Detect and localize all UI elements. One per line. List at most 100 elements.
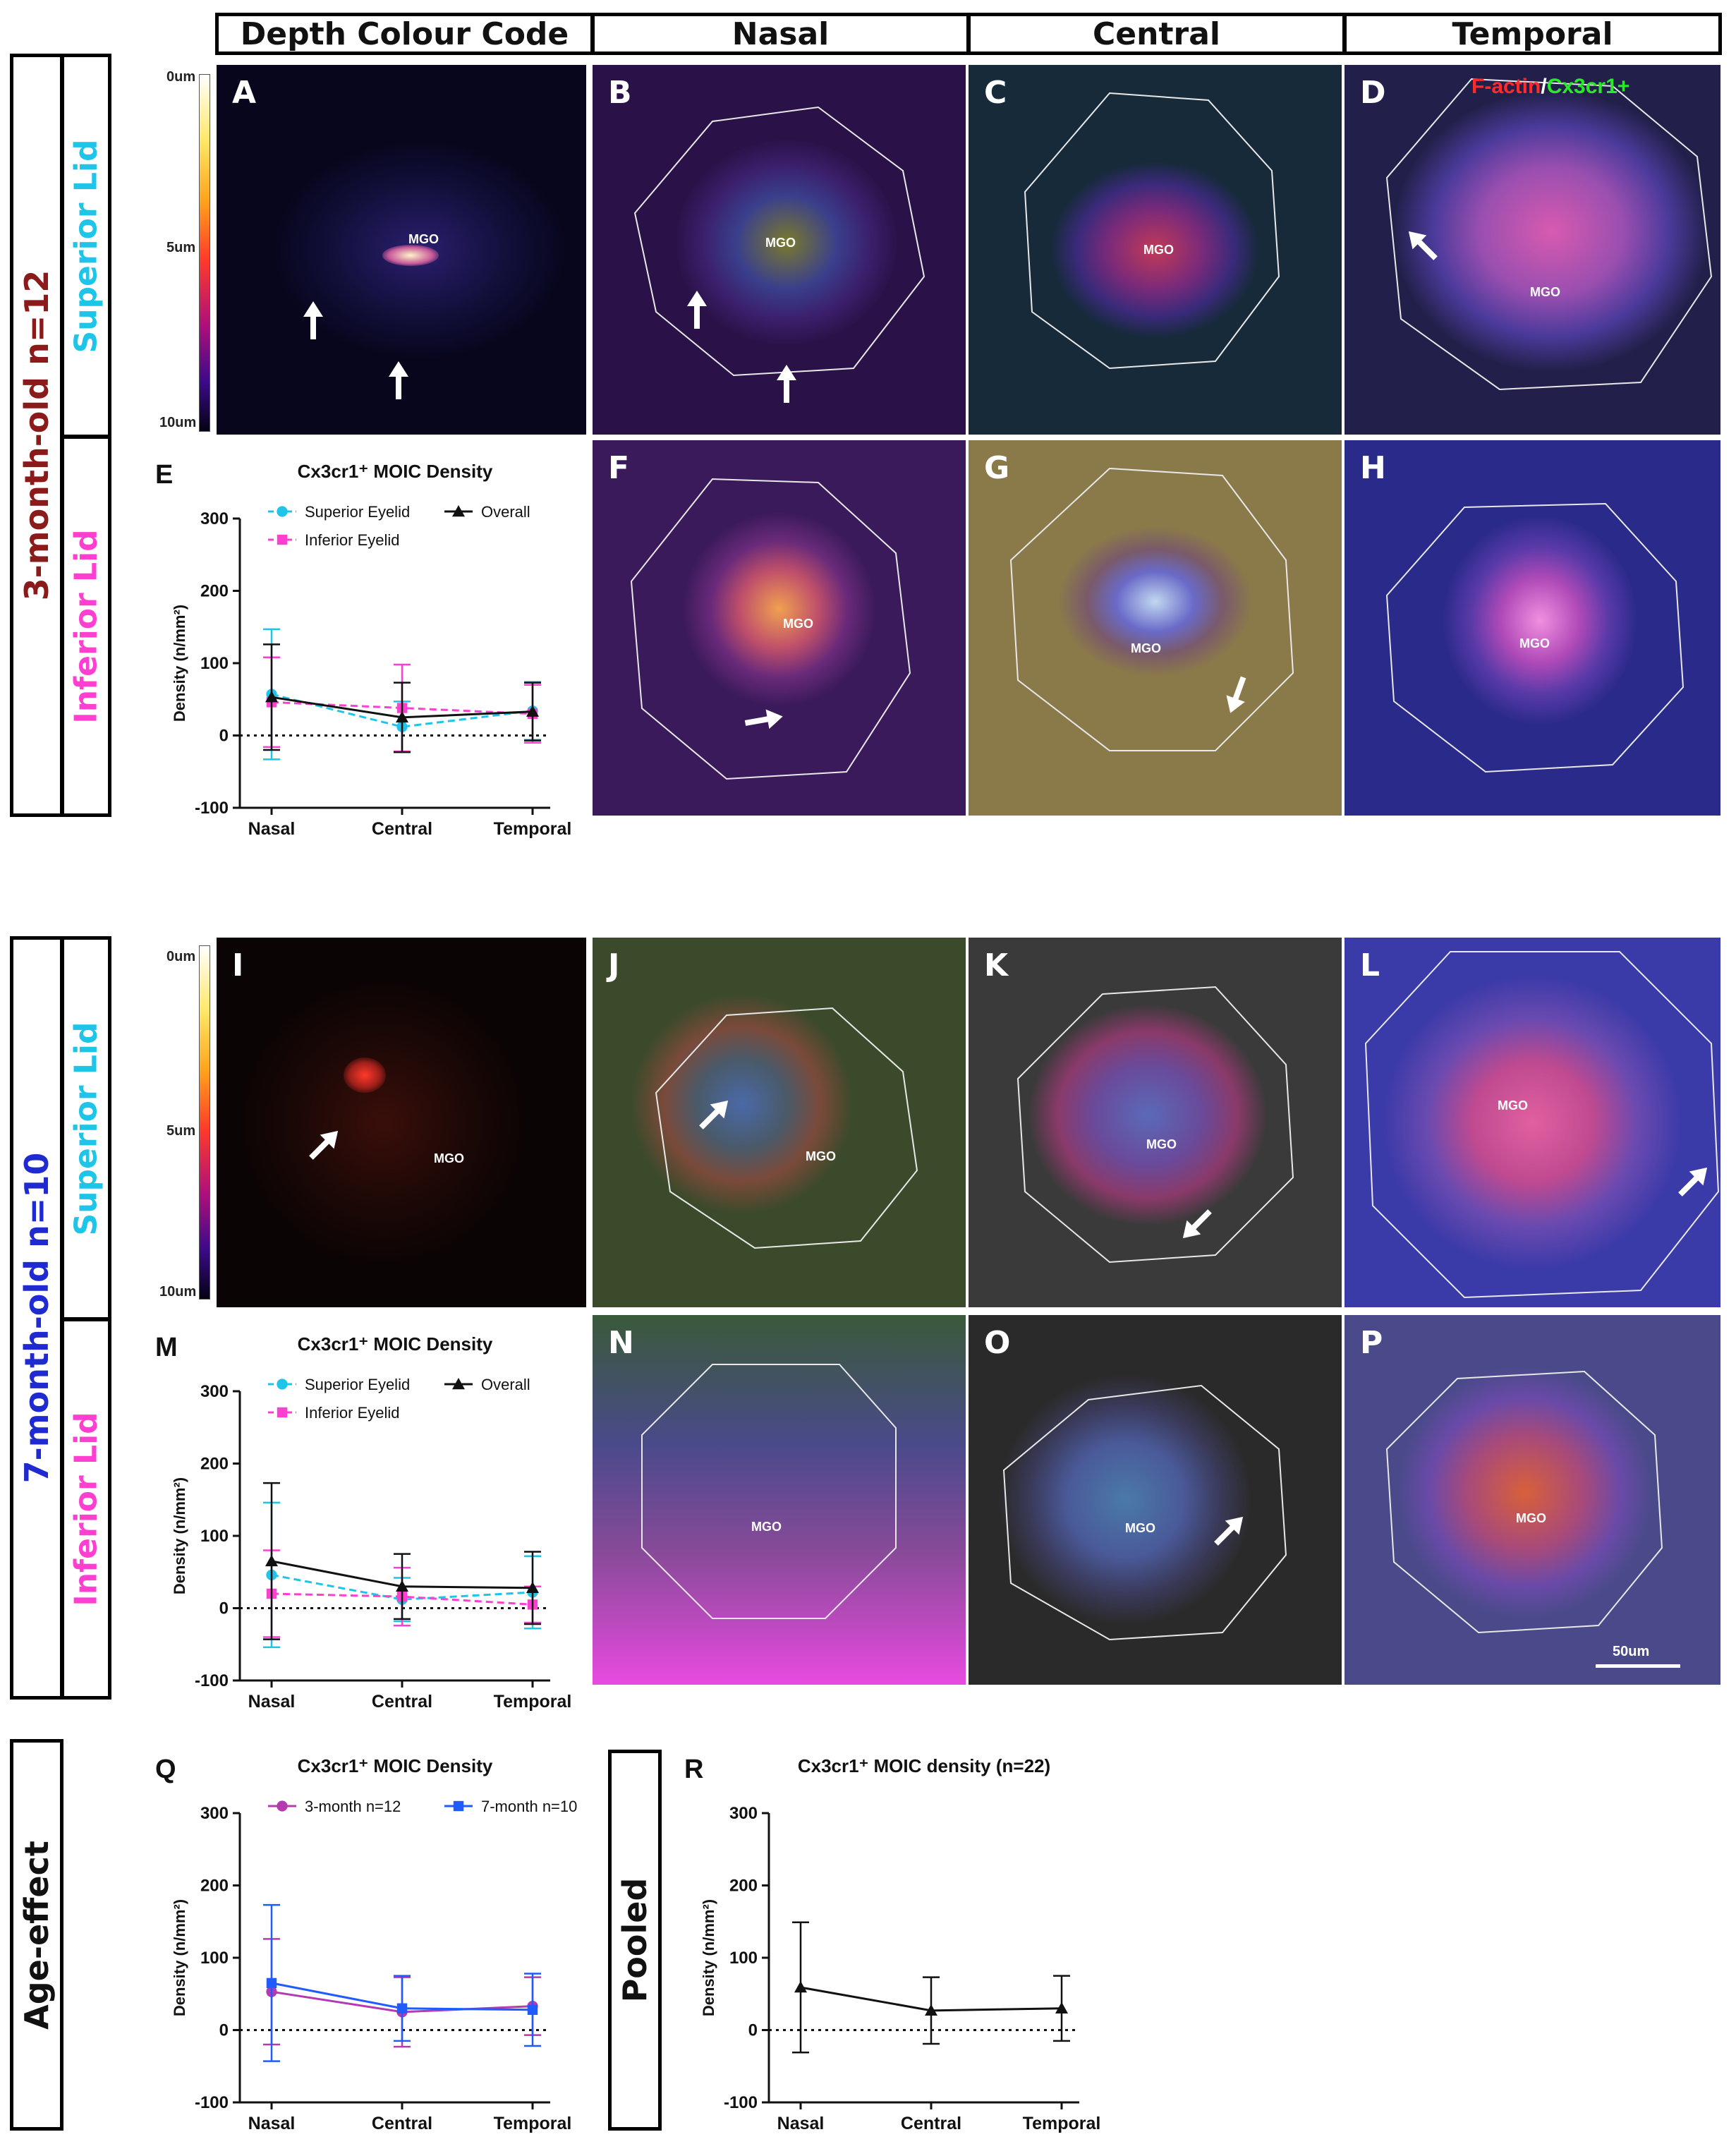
chart-title: Cx3cr1⁺ MOIC Density [298, 461, 493, 482]
y-tick-label: 0 [748, 2021, 758, 2040]
data-point [265, 1554, 278, 1567]
x-tick-label: Temporal [1023, 2114, 1101, 2133]
panel-A-depth-image: A MGO [215, 63, 588, 436]
panel-label: P [1360, 1325, 1383, 1361]
panel-B-nasal-image: B MGO [591, 63, 967, 436]
x-tick-label: Temporal [494, 1692, 572, 1712]
colorbar-label-bottom: 10um [159, 415, 197, 430]
y-tick-label: -100 [195, 2093, 229, 2112]
roi-outline [655, 1007, 918, 1249]
group-7month-title: 7-month-old n=10 [18, 1152, 56, 1484]
x-tick-label: Nasal [248, 1692, 296, 1712]
panel-N-nasal-image: N MGO [591, 1314, 967, 1686]
panel-label: J [608, 947, 620, 983]
roi-outline [1002, 1384, 1287, 1641]
panel-J-nasal-image: J MGO [591, 936, 967, 1309]
stain-f-actin: F-actin [1471, 75, 1541, 98]
panel-P-temporal-image: P MGO 50um [1343, 1314, 1722, 1686]
superior-lid-label: Superior Lid [68, 139, 104, 353]
x-tick-label: Nasal [248, 2114, 296, 2133]
mgo-label: MGO [783, 617, 813, 631]
y-tick-label: 200 [200, 582, 229, 601]
header-text: Temporal [1452, 16, 1613, 52]
legend-marker [452, 505, 465, 517]
legend-label: 3-month n=12 [305, 1798, 401, 1815]
x-tick-label: Temporal [494, 2114, 572, 2133]
legend-marker [277, 1379, 288, 1390]
chart-panel-label: Q [155, 1755, 176, 1784]
panel-K-central-image: K MGO [967, 936, 1343, 1309]
header-text: Central [1093, 16, 1220, 52]
header-central: Central [967, 13, 1346, 55]
data-point [266, 1978, 277, 1989]
mgo-label: MGO [806, 1149, 836, 1163]
header-depth-colour-code: Depth Colour Code [215, 13, 594, 55]
colorbar-label-top: 0um [166, 69, 196, 85]
panel-H-temporal-image: H MGO [1343, 439, 1722, 817]
mgo-label: MGO [1143, 243, 1174, 257]
inferior-lid-box-3m: Inferior Lid [61, 435, 111, 817]
x-tick-label: Nasal [248, 819, 296, 839]
x-tick-label: Central [372, 819, 432, 839]
legend-label: Inferior Eyelid [305, 531, 400, 549]
chart-panel-label: M [155, 1333, 178, 1362]
group-3month-box: 3-month-old n=12 [10, 54, 63, 817]
colorbar-label-mid: 5um [166, 240, 196, 255]
legend-marker [277, 1407, 288, 1418]
legend-marker [452, 1378, 465, 1390]
roi-outline [1016, 986, 1294, 1264]
y-axis-label: Density (n/mm²) [171, 1899, 188, 2016]
y-tick-label: -100 [724, 2093, 758, 2112]
mgo-signal [382, 245, 439, 266]
stain-cx3cr1: Cx3cr1+ [1546, 75, 1630, 98]
inferior-lid-label: Inferior Lid [68, 1411, 104, 1606]
x-tick-label: Central [372, 2114, 432, 2133]
panel-L-temporal-image: L MGO [1343, 936, 1722, 1309]
panel-D-temporal-image: D F-actin/Cx3cr1+ MGO [1343, 63, 1722, 436]
header-text: Nasal [732, 16, 830, 52]
roi-outline [1385, 1370, 1663, 1634]
panel-label: L [1360, 947, 1380, 983]
data-point [526, 705, 539, 717]
panel-C-central-image: C MGO [967, 63, 1343, 436]
group-7month-box: 7-month-old n=10 [10, 936, 63, 1700]
panel-label: D [1360, 75, 1386, 111]
y-tick-label: 0 [219, 1599, 229, 1618]
chart-R: R Cx3cr1⁺ MOIC density (n=22) -100 0 100 200 3… [684, 1755, 1101, 2133]
scale-bar-label: 50um [1613, 1644, 1650, 1659]
x-tick-label: Central [901, 2114, 961, 2133]
y-tick-label: 300 [200, 1382, 229, 1401]
mgo-label: MGO [751, 1520, 782, 1534]
header-nasal: Nasal [591, 13, 970, 55]
age-effect-box: Age-effect [10, 1739, 63, 2131]
y-axis-label: Density (n/mm²) [171, 1477, 188, 1594]
data-point [526, 1581, 539, 1593]
legend-label: Superior Eyelid [305, 1376, 410, 1393]
roi-outline [1009, 467, 1294, 751]
mgo-label: MGO [765, 236, 796, 250]
y-tick-label: 300 [729, 1804, 758, 1823]
panel-label: B [608, 75, 632, 111]
y-tick-label: 100 [729, 1949, 758, 1968]
x-tick-label: Central [372, 1692, 432, 1712]
data-point [265, 691, 278, 703]
mgo-label: MGO [1530, 285, 1560, 299]
legend-marker [277, 506, 288, 517]
superior-lid-box-3m: Superior Lid [61, 54, 111, 438]
chart-title: Cx3cr1⁺ MOIC Density [298, 1333, 493, 1355]
mgo-label: MGO [1146, 1137, 1177, 1151]
legend-label: 7-month n=10 [481, 1798, 577, 1815]
chart-title: Cx3cr1⁺ MOIC density (n=22) [798, 1755, 1050, 1776]
roi-outline [1024, 92, 1280, 370]
age-effect-label: Age-effect [18, 1840, 56, 2030]
legend-marker [453, 1800, 464, 1812]
legend-label: Superior Eyelid [305, 503, 410, 521]
data-point [527, 2004, 538, 2015]
depth-colorbar [199, 74, 210, 432]
scale-bar [1596, 1664, 1680, 1668]
inferior-lid-label: Inferior Lid [68, 528, 104, 724]
y-tick-label: 0 [219, 2021, 229, 2040]
header-text: Depth Colour Code [240, 16, 569, 52]
chart-M: M Cx3cr1⁺ MOIC Density -100 0 100 200 300 Densi… [155, 1333, 572, 1712]
y-tick-label: 100 [200, 1527, 229, 1546]
